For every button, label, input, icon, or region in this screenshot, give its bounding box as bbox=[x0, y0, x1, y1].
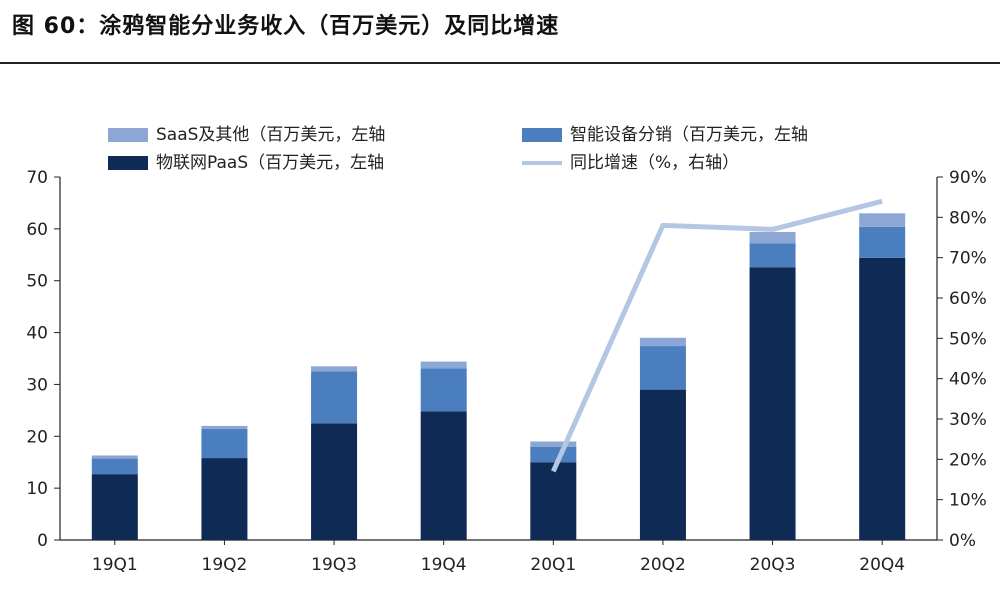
bar-saas-other bbox=[420, 361, 467, 369]
legend-swatch-iot bbox=[108, 156, 148, 170]
y-tick-label-right: 90% bbox=[949, 168, 987, 188]
y-tick-label-right: 10% bbox=[949, 491, 987, 511]
y-tick-label-right: 80% bbox=[949, 208, 987, 228]
bar-iot-paas bbox=[91, 474, 138, 540]
legend-item-yoy: 同比增速（%，右轴） bbox=[522, 148, 739, 173]
bar-iot-paas bbox=[420, 411, 467, 540]
y-tick-label-right: 60% bbox=[949, 289, 987, 309]
legend-swatch-saas bbox=[108, 128, 148, 142]
bar-device-distribution bbox=[749, 243, 796, 268]
bar-iot-paas bbox=[859, 257, 906, 540]
bar-saas-other bbox=[311, 366, 358, 372]
legend-item-iot: 物联网PaaS（百万美元，左轴 bbox=[108, 148, 384, 173]
y-tick-label-left: 0 bbox=[37, 531, 48, 551]
bar-saas-other bbox=[91, 455, 138, 459]
bar-device-distribution bbox=[201, 429, 248, 459]
x-tick-label: 20Q3 bbox=[750, 555, 796, 575]
x-tick-label: 19Q3 bbox=[311, 555, 357, 575]
y-tick-label-left: 10 bbox=[26, 479, 48, 499]
y-tick-label-right: 30% bbox=[949, 410, 987, 430]
x-tick-label: 19Q2 bbox=[202, 555, 248, 575]
y-tick-label-right: 20% bbox=[949, 450, 987, 470]
y-tick-label-left: 50 bbox=[26, 272, 48, 292]
legend-item-saas: SaaS及其他（百万美元，左轴 bbox=[108, 120, 385, 145]
chart-title: 图 60：涂鸦智能分业务收入（百万美元）及同比增速 bbox=[12, 14, 560, 39]
legend-label-saas: SaaS及其他（百万美元，左轴 bbox=[156, 125, 386, 145]
bar-saas-other bbox=[639, 337, 686, 347]
bar-iot-paas bbox=[749, 267, 796, 540]
x-tick-label: 20Q2 bbox=[640, 555, 686, 575]
bar-saas-other bbox=[530, 441, 577, 447]
y-tick-label-left: 30 bbox=[26, 375, 48, 395]
x-tick-label: 20Q1 bbox=[530, 555, 576, 575]
x-tick-label: 19Q4 bbox=[421, 555, 467, 575]
title-divider bbox=[0, 62, 1000, 64]
bar-saas-other bbox=[859, 213, 906, 227]
bar-device-distribution bbox=[530, 446, 577, 463]
bar-device-distribution bbox=[311, 371, 358, 424]
legend-line-yoy bbox=[522, 161, 562, 165]
legend-label-devices: 智能设备分销（百万美元，左轴 bbox=[570, 125, 808, 145]
y-tick-label-left: 40 bbox=[26, 324, 48, 344]
legend-item-devices: 智能设备分销（百万美元，左轴 bbox=[522, 120, 808, 145]
x-tick-label: 19Q1 bbox=[92, 555, 138, 575]
bar-device-distribution bbox=[91, 458, 138, 475]
bar-device-distribution bbox=[859, 226, 906, 258]
bar-iot-paas bbox=[530, 462, 577, 540]
legend-label-yoy: 同比增速（%，右轴） bbox=[570, 153, 740, 173]
yoy-growth-line bbox=[551, 198, 883, 473]
bar-iot-paas bbox=[311, 423, 358, 540]
y-tick-label-left: 70 bbox=[26, 168, 48, 188]
legend-swatch-devices bbox=[522, 128, 562, 142]
x-tick-label: 20Q4 bbox=[859, 555, 905, 575]
bar-saas-other bbox=[201, 425, 248, 430]
bar-device-distribution bbox=[420, 368, 467, 412]
y-tick-label-left: 60 bbox=[26, 220, 48, 240]
y-tick-label-right: 40% bbox=[949, 370, 987, 390]
legend-label-iot: 物联网PaaS（百万美元，左轴 bbox=[156, 153, 385, 173]
y-tick-label-right: 50% bbox=[949, 329, 987, 349]
y-tick-label-left: 20 bbox=[26, 427, 48, 447]
bar-iot-paas bbox=[201, 458, 248, 540]
y-tick-label-right: 0% bbox=[949, 531, 976, 551]
bar-iot-paas bbox=[639, 389, 686, 540]
bar-device-distribution bbox=[639, 346, 686, 390]
y-tick-label-right: 70% bbox=[949, 249, 987, 269]
bar-saas-other bbox=[749, 231, 796, 244]
